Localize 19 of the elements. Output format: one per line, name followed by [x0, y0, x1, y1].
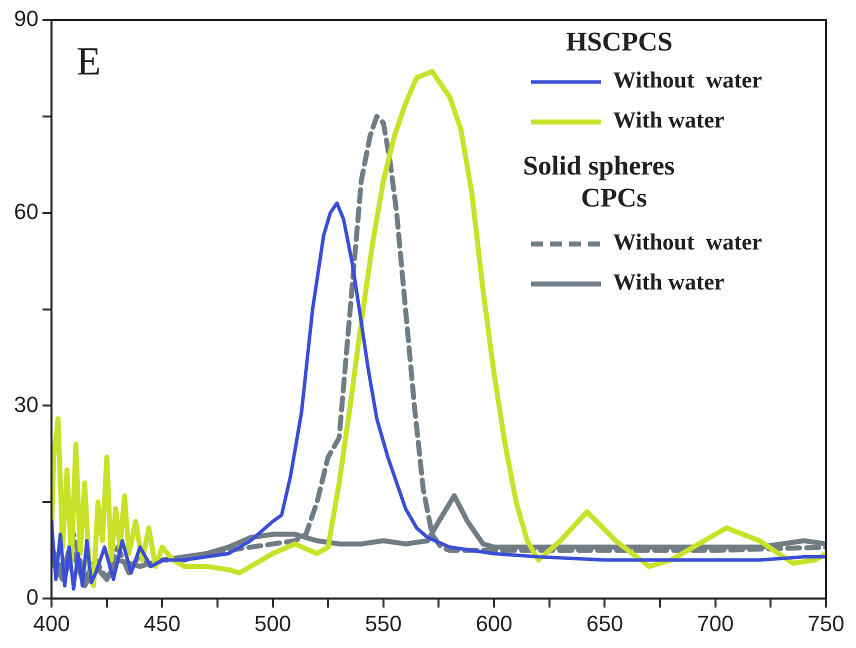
legend-label: With water: [613, 269, 724, 294]
x-tick-label: 750: [808, 610, 844, 636]
x-tick-label: 500: [254, 610, 292, 636]
x-tick-label: 550: [365, 610, 402, 636]
x-tick-label: 600: [476, 610, 512, 636]
legend-label: Without water: [613, 229, 762, 254]
x-tick-label: 400: [33, 610, 70, 636]
y-tick-label: 60: [14, 198, 38, 224]
x-tick-label: 700: [696, 610, 734, 636]
legend-label: With water: [613, 107, 724, 132]
legend-label: Without water: [613, 67, 762, 92]
legend-title: HSCPCS: [566, 26, 673, 56]
x-tick-label: 450: [144, 610, 180, 636]
y-tick-label: 30: [14, 392, 38, 417]
annotation: E: [76, 38, 101, 84]
y-tick-label: 0: [26, 584, 38, 610]
x-tick-label: 650: [586, 610, 624, 636]
y-tick-label: 90: [14, 6, 38, 32]
annotation: Solid spheres CPCs: [523, 150, 675, 212]
